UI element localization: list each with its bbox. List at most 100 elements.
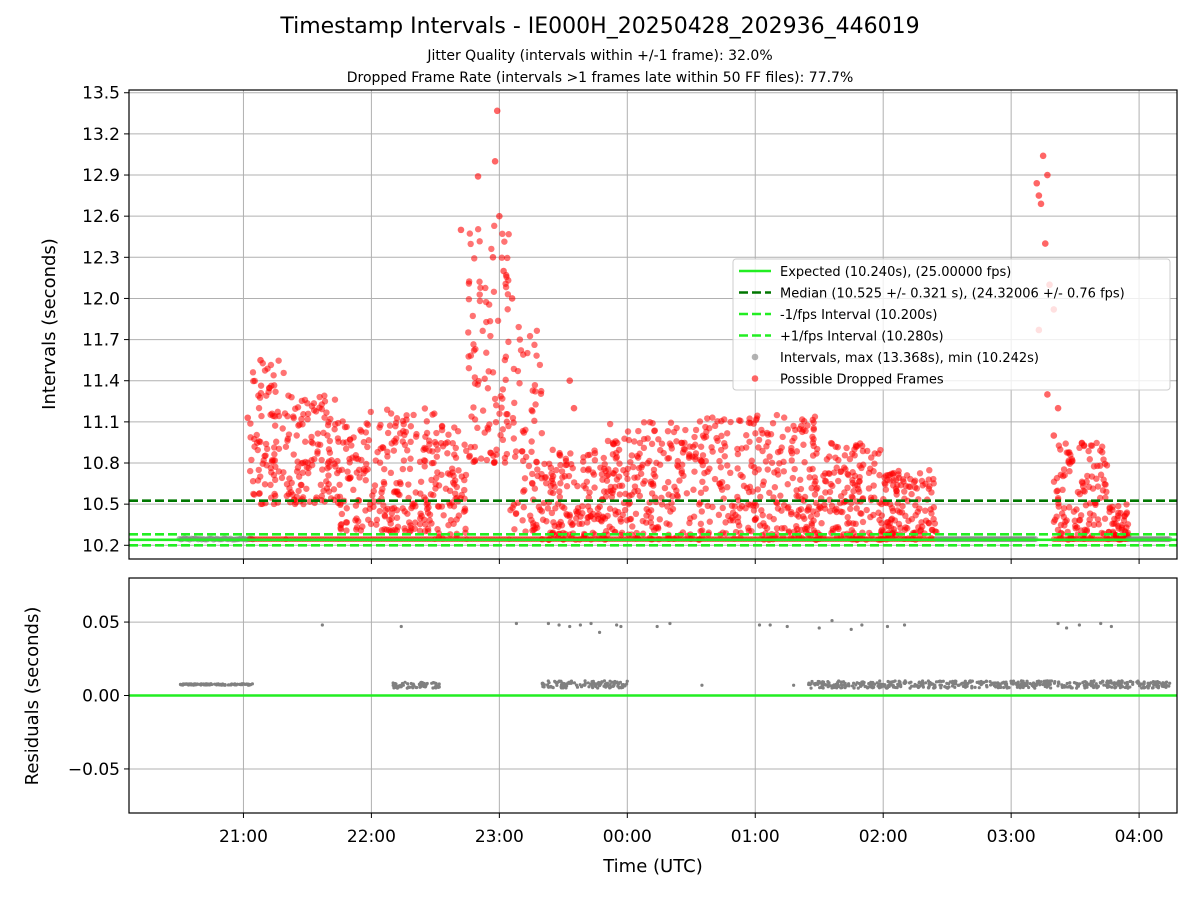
xtick-label: 03:00 [987,827,1036,847]
residual-point [541,681,545,685]
dropped-frame-point [822,478,830,485]
dropped-frame-point [748,462,755,469]
dropped-frame-point [841,489,848,496]
dropped-frame-point [721,439,728,447]
dropped-frame-point [439,443,447,450]
residual-point [1099,681,1103,685]
dropped-frame-point [295,422,302,429]
dropped-frame-point [806,474,813,481]
dropped-frame-point [666,440,674,447]
dropped-frame-point [263,445,271,453]
dropped-frame-point [476,278,483,285]
dropped-frame-point [778,444,785,451]
dropped-frame-point [360,438,368,446]
residual-point [1085,681,1089,685]
dropped-frame-point [835,456,842,464]
dropped-frame-point [461,507,469,514]
dropped-frame-point [502,353,510,360]
dropped-frame-point [606,523,613,530]
dropped-frame-point [272,388,279,395]
dropped-frame-peak [257,356,264,364]
residual-point [425,681,429,686]
residual-point [912,684,916,688]
dropped-frame-point [1076,490,1084,498]
residual-point [970,679,974,683]
dropped-frame-peak [1044,391,1051,398]
dropped-frame-point [399,417,407,425]
dropped-frame-point [867,494,875,501]
dropped-frame-point [406,519,413,526]
dropped-frame-point [930,475,937,483]
dropped-frame-point [479,407,487,414]
dropped-frame-point [759,447,766,455]
dropped-frame-point [644,435,651,442]
residual-point [979,683,983,687]
dropped-frame-point [557,480,564,487]
dropped-frame-point [485,368,492,375]
dropped-frame-point [647,514,655,521]
residual-point [1042,679,1046,683]
top-ytick-label: 12.9 [82,166,120,186]
dropped-frame-point [839,508,846,516]
dropped-frame-point [346,436,354,443]
residual-point [918,684,922,688]
dropped-frame-point [634,454,642,461]
dropped-frame-point [492,402,500,409]
dropped-frame-point [682,426,689,434]
dropped-frame-point [901,488,908,495]
dropped-frame-point [756,522,764,529]
dropped-frame-point [320,429,327,437]
dropped-frame-point [298,460,305,467]
residual-point [617,686,621,690]
x-axis-label: Time (UTC) [602,856,703,877]
dropped-frame-point [835,477,842,485]
dropped-frame-point [1078,439,1086,446]
dropped-frame-point [818,520,825,527]
dropped-frame-point [764,466,771,473]
dropped-frame-point [502,280,509,287]
dropped-frame-point [326,449,334,456]
dropped-frame-point [366,505,373,512]
dropped-frame-point [491,222,498,230]
dropped-frame-point [1084,472,1091,480]
dropped-frame-point [416,527,424,535]
dropped-frame-point [784,481,791,488]
dropped-frame-point [497,431,504,439]
dropped-frame-point [364,421,372,428]
dropped-frame-point [883,519,891,526]
residual-point [885,624,890,629]
residual-point [620,683,624,687]
dropped-frame-point [250,377,257,385]
legend-entry-label: +1/fps Interval (10.280s) [780,330,944,345]
dropped-frame-point [795,513,802,520]
dropped-frame-point [746,483,754,491]
residual-point [1060,684,1064,689]
dropped-frame-point [820,472,827,479]
dropped-frame-point [378,489,385,496]
dropped-frame-point [447,531,454,538]
residual-point [392,685,397,689]
dropped-frame-point [613,449,620,457]
dropped-frame-point [433,441,440,448]
legend-entry-label: Expected (10.240s), (25.00000 fps) [780,265,1011,280]
dropped-frame-peak [457,226,465,234]
dropped-frame-point [364,466,371,473]
residual-point [836,684,841,689]
residual-point [1146,681,1150,685]
dropped-frame-peak [1050,432,1058,439]
residual-point [1156,686,1161,690]
residual-point [902,623,907,627]
residual-point [399,624,403,629]
dropped-frame-point [360,470,367,477]
dropped-frame-point [282,443,290,450]
dropped-frame-point [591,515,598,523]
dropped-frame-point [718,478,726,486]
residual-point [615,623,619,627]
dropped-frame-point [338,510,346,518]
dropped-frame-point [797,485,805,493]
residual-point [932,686,936,690]
residual-point [968,679,972,683]
dropped-frame-point [348,442,355,449]
dropped-frame-point [301,396,309,404]
dropped-frame-point [716,457,723,465]
